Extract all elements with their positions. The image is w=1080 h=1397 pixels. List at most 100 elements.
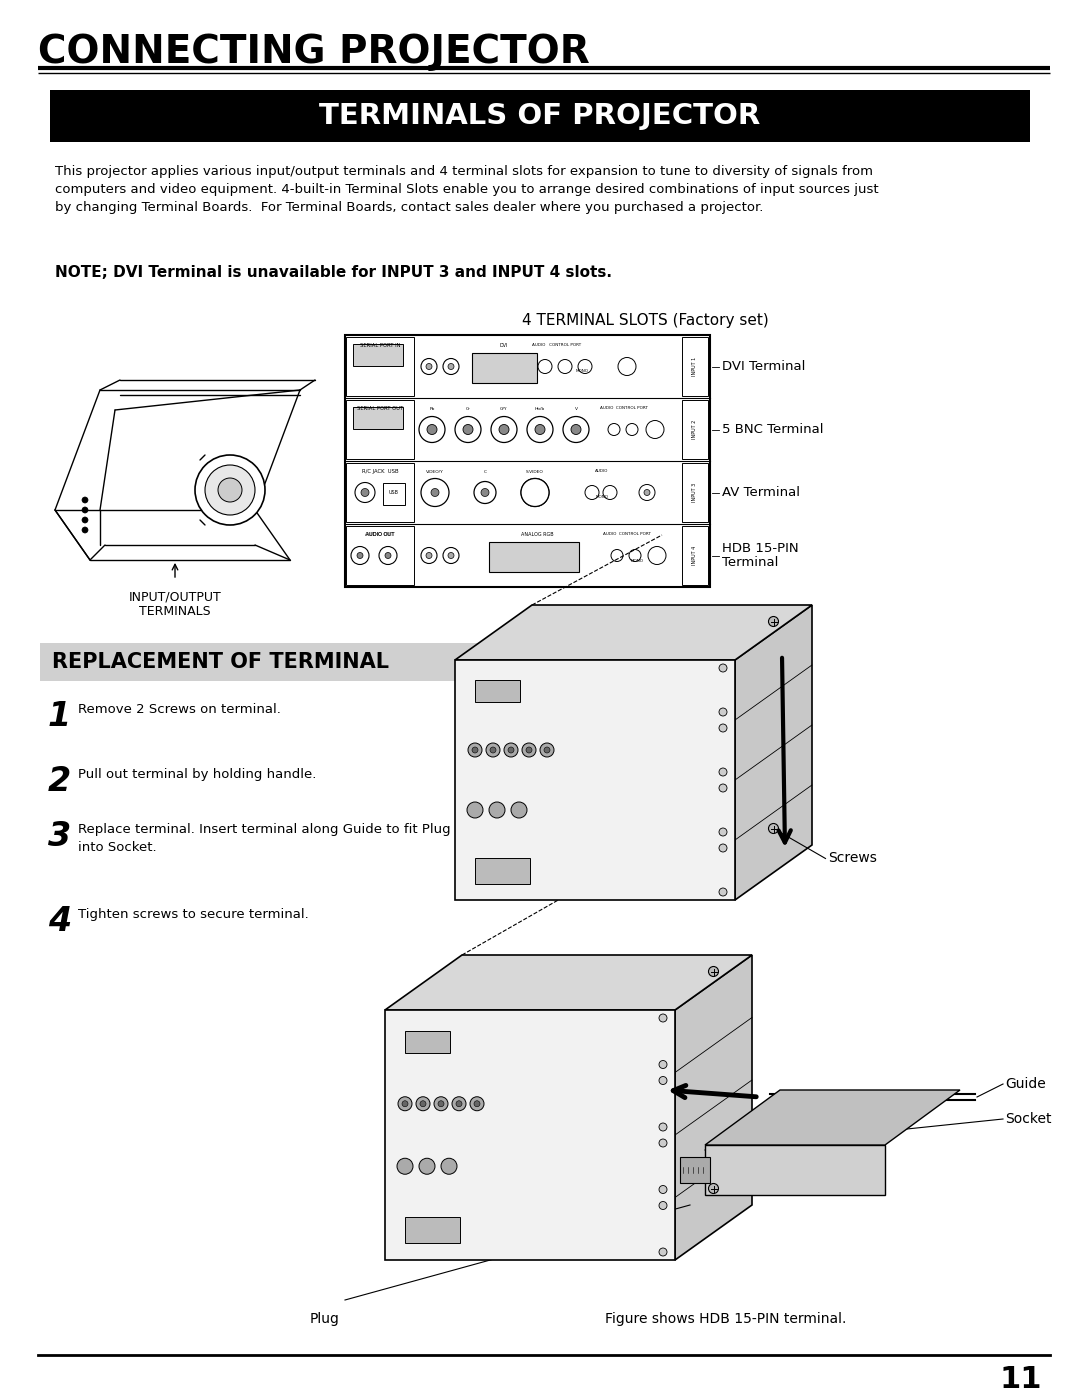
Circle shape bbox=[82, 507, 87, 513]
Circle shape bbox=[769, 823, 779, 834]
Text: 3: 3 bbox=[48, 820, 71, 854]
Circle shape bbox=[646, 420, 664, 439]
Bar bbox=[50, 89, 1030, 142]
Circle shape bbox=[399, 1097, 411, 1111]
Circle shape bbox=[769, 616, 779, 626]
Text: AV Terminal: AV Terminal bbox=[723, 486, 800, 499]
Circle shape bbox=[467, 802, 483, 819]
Text: CONNECTING PROJECTOR: CONNECTING PROJECTOR bbox=[38, 34, 590, 71]
Circle shape bbox=[486, 743, 500, 757]
Circle shape bbox=[448, 552, 454, 559]
Text: VIDEO/Y: VIDEO/Y bbox=[427, 469, 444, 474]
Text: 4: 4 bbox=[48, 905, 71, 937]
Bar bbox=[383, 482, 405, 504]
Circle shape bbox=[719, 784, 727, 792]
Polygon shape bbox=[384, 1010, 675, 1260]
Circle shape bbox=[659, 1014, 667, 1023]
Bar bbox=[681, 527, 708, 585]
Circle shape bbox=[472, 747, 478, 753]
Polygon shape bbox=[705, 1090, 960, 1146]
Circle shape bbox=[585, 486, 599, 500]
Circle shape bbox=[544, 747, 550, 753]
Circle shape bbox=[659, 1186, 667, 1193]
Circle shape bbox=[218, 478, 242, 502]
Circle shape bbox=[571, 425, 581, 434]
Circle shape bbox=[659, 1077, 667, 1084]
Text: HDB 15-PIN
Terminal: HDB 15-PIN Terminal bbox=[723, 542, 798, 570]
Circle shape bbox=[511, 802, 527, 819]
Circle shape bbox=[629, 549, 642, 562]
Polygon shape bbox=[735, 605, 812, 900]
Polygon shape bbox=[455, 605, 812, 659]
Text: S-VIDEO: S-VIDEO bbox=[526, 469, 544, 474]
Circle shape bbox=[419, 416, 445, 443]
Bar bbox=[40, 643, 530, 680]
Text: MONO: MONO bbox=[631, 559, 644, 563]
Bar bbox=[353, 344, 403, 366]
Circle shape bbox=[427, 425, 437, 434]
Circle shape bbox=[357, 552, 363, 559]
Bar bbox=[681, 337, 708, 395]
Circle shape bbox=[355, 482, 375, 503]
Bar bbox=[345, 335, 710, 587]
Bar bbox=[346, 400, 414, 460]
Text: G/Y: G/Y bbox=[500, 407, 508, 411]
Circle shape bbox=[719, 708, 727, 717]
Polygon shape bbox=[675, 956, 752, 1260]
Circle shape bbox=[351, 546, 369, 564]
Bar bbox=[405, 1217, 460, 1243]
Text: V: V bbox=[575, 407, 578, 411]
Circle shape bbox=[659, 1123, 667, 1132]
Circle shape bbox=[195, 455, 265, 525]
Circle shape bbox=[434, 1097, 448, 1111]
Circle shape bbox=[481, 489, 489, 496]
Circle shape bbox=[719, 664, 727, 672]
Circle shape bbox=[526, 747, 532, 753]
Text: NOTE; DVI Terminal is unavailable for INPUT 3 and INPUT 4 slots.: NOTE; DVI Terminal is unavailable for IN… bbox=[55, 265, 612, 279]
Circle shape bbox=[455, 416, 481, 443]
Circle shape bbox=[443, 359, 459, 374]
Bar bbox=[472, 352, 537, 383]
Text: MONO: MONO bbox=[595, 496, 608, 500]
Circle shape bbox=[719, 768, 727, 775]
Circle shape bbox=[522, 743, 536, 757]
Polygon shape bbox=[455, 659, 735, 900]
Text: Pb: Pb bbox=[430, 407, 434, 411]
Circle shape bbox=[644, 489, 650, 496]
Text: INPUT 1: INPUT 1 bbox=[692, 356, 698, 376]
Text: Pull out terminal by holding handle.: Pull out terminal by holding handle. bbox=[78, 768, 316, 781]
Circle shape bbox=[205, 465, 255, 515]
Circle shape bbox=[521, 479, 549, 507]
Circle shape bbox=[468, 743, 482, 757]
Bar bbox=[475, 858, 530, 884]
Circle shape bbox=[384, 552, 391, 559]
Circle shape bbox=[443, 548, 459, 563]
Circle shape bbox=[421, 359, 437, 374]
Circle shape bbox=[470, 1097, 484, 1111]
Circle shape bbox=[490, 747, 496, 753]
Circle shape bbox=[639, 485, 654, 500]
Text: Replace terminal. Insert terminal along Guide to fit Plug
into Socket.: Replace terminal. Insert terminal along … bbox=[78, 823, 450, 854]
Text: REPLACEMENT OF TERMINAL: REPLACEMENT OF TERMINAL bbox=[52, 652, 389, 672]
Text: INPUT/OUTPUT
TERMINALS: INPUT/OUTPUT TERMINALS bbox=[129, 590, 221, 617]
Circle shape bbox=[463, 425, 473, 434]
Text: AUDIO  CONTROL PORT: AUDIO CONTROL PORT bbox=[603, 532, 651, 536]
Circle shape bbox=[489, 802, 505, 819]
Text: TERMINALS OF PROJECTOR: TERMINALS OF PROJECTOR bbox=[320, 102, 760, 130]
Circle shape bbox=[397, 1158, 413, 1175]
Bar bbox=[346, 527, 414, 585]
Circle shape bbox=[421, 479, 449, 507]
Text: Hb/b: Hb/b bbox=[535, 407, 545, 411]
Text: AUDIO  CONTROL PORT: AUDIO CONTROL PORT bbox=[600, 407, 648, 409]
Text: This projector applies various input/output terminals and 4 terminal slots for e: This projector applies various input/out… bbox=[55, 165, 879, 214]
Text: SERIAL PORT IN: SERIAL PORT IN bbox=[360, 344, 401, 348]
Circle shape bbox=[527, 416, 553, 443]
Text: Plug: Plug bbox=[310, 1312, 340, 1326]
Circle shape bbox=[540, 743, 554, 757]
Bar bbox=[475, 680, 519, 703]
Circle shape bbox=[659, 1139, 667, 1147]
Bar bbox=[489, 542, 579, 571]
Circle shape bbox=[438, 1101, 444, 1106]
Text: Figure shows HDB 15-PIN terminal.: Figure shows HDB 15-PIN terminal. bbox=[605, 1312, 847, 1326]
Circle shape bbox=[453, 1097, 465, 1111]
